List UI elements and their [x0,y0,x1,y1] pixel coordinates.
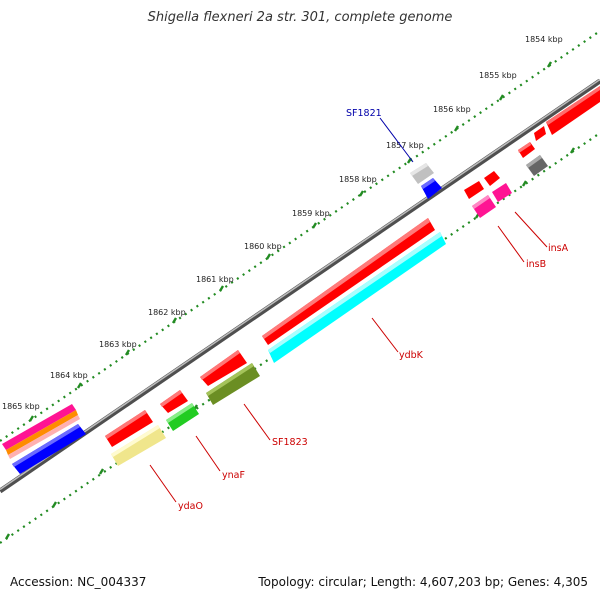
gene-gray-right[interactable] [526,155,548,176]
kbp-label: 1857 kbp [386,141,424,150]
gene-label-SF1821[interactable]: SF1821 [346,108,382,119]
genome-title: Shigella flexneri 2a str. 301, complete … [147,10,453,25]
gene-arrow-red[interactable] [200,350,247,386]
gene-label-ydaO[interactable]: ydaO [178,501,203,512]
gene-label-insB[interactable]: insB [526,259,546,270]
gene-arrow-red-topright[interactable] [534,86,600,141]
leader-ydaO [149,464,177,503]
kbp-label: 1855 kbp [479,71,517,80]
gene-label-insA[interactable]: insA [548,243,569,254]
leader-SF1821 [379,117,414,163]
gene-ydbK-cyan[interactable] [268,232,446,363]
genome-backbone [0,78,600,494]
gene-blue-left[interactable] [12,424,86,474]
kbp-label: 1854 kbp [525,35,563,44]
gene-arrow-red-small[interactable] [464,171,500,199]
gene-arrow-red[interactable] [105,410,153,447]
kbp-label: 1858 kbp [339,175,377,184]
kbp-label: 1863 kbp [99,340,137,349]
leader-ydbK [371,317,399,353]
outer-ruler [0,30,600,442]
kbp-label: 1860 kbp [244,242,282,251]
leader-insB [497,225,525,263]
leader-ynaF [195,435,221,472]
gene-insB-magenta[interactable] [472,183,512,218]
gene-label-ydbK[interactable]: ydbK [399,350,424,361]
gene-ydbK-red[interactable] [262,218,435,345]
leader-SF1823 [243,403,271,441]
kbp-label: 1865 kbp [2,402,40,411]
gene-label-SF1823[interactable]: SF1823 [272,437,308,448]
kbp-label: 1859 kbp [292,209,330,218]
kbp-label: 1864 kbp [50,371,88,380]
gene-label-ynaF[interactable]: ynaF [222,470,245,481]
kbp-label: 1861 kbp [196,275,234,284]
gene-stack-left[interactable] [2,404,80,459]
gene-SF1823-olive[interactable] [206,363,260,405]
gene-SF1821-blue[interactable] [421,178,442,199]
gene-ynaF-green[interactable] [166,403,199,431]
kbp-label: 1856 kbp [433,105,471,114]
outer-ruler-ticks [28,61,553,422]
topology-label: Topology: circular; Length: 4,607,203 bp… [258,575,588,589]
genome-backbone-highlight [0,78,600,491]
gene-SF1821-box[interactable] [410,163,434,184]
kbp-label: 1862 kbp [148,308,186,317]
gene-ydaO-khaki[interactable] [111,425,166,466]
gene-arrow-red[interactable] [160,390,188,413]
leader-insA [514,211,548,248]
accession-label: Accession: NC_004337 [10,575,147,589]
gene-arrow-red-small[interactable] [518,142,535,158]
